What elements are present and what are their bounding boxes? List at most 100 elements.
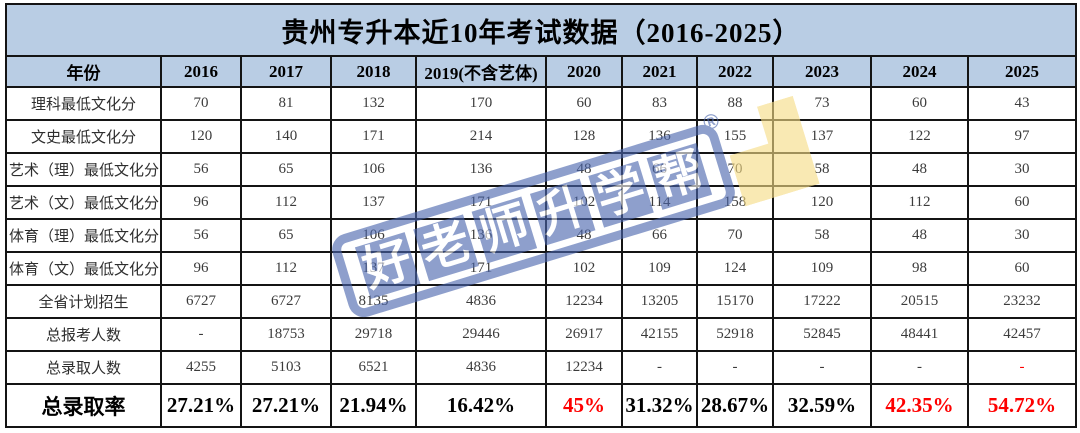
data-cell: 81 xyxy=(240,86,332,121)
row-label: 文史最低文化分 xyxy=(5,119,162,154)
data-cell: 8135 xyxy=(330,284,417,319)
data-cell: 42457 xyxy=(966,317,1078,352)
table-row: 艺术（文）最低文化分 96 112 137 171 102 114 158 120 112 60 xyxy=(5,185,1078,220)
data-cell: 48 xyxy=(545,218,623,253)
data-cell: 88 xyxy=(696,86,774,121)
data-cell: 140 xyxy=(240,119,332,154)
year-header: 2017 xyxy=(240,55,332,88)
data-cell: 31.32% xyxy=(621,383,698,428)
table-title: 贵州专升本近10年考试数据（2016-2025） xyxy=(4,3,1078,57)
data-cell: 112 xyxy=(240,251,332,286)
data-cell: 32.59% xyxy=(772,383,872,428)
data-cell: 42.35% xyxy=(870,383,969,428)
data-cell: - xyxy=(870,350,969,385)
data-cell: 43 xyxy=(966,86,1078,121)
data-cell: 155 xyxy=(696,119,774,154)
table-body: 理科最低文化分 70 81 132 170 60 83 88 73 60 43 文史最低文化分 120 1… xyxy=(5,86,1078,428)
table-row: 总录取率 27.21% 27.21% 21.94% 16.42% 45% 31.32% 28.… xyxy=(5,383,1078,428)
data-cell: 58 xyxy=(772,218,872,253)
year-header: 2024 xyxy=(870,55,969,88)
row-label: 总报考人数 xyxy=(5,317,162,352)
data-cell: 30 xyxy=(966,152,1078,187)
data-cell: 29446 xyxy=(415,317,547,352)
data-cell: 17222 xyxy=(772,284,872,319)
data-cell: 124 xyxy=(696,251,774,286)
table-row: 总录取人数 4255 5103 6521 4836 12234- - - - - xyxy=(5,350,1078,385)
data-cell: 136 xyxy=(621,119,698,154)
data-cell: 66 xyxy=(621,152,698,187)
year-column-label: 年份 xyxy=(5,55,162,88)
table-row: 总报考人数 -18753 29718 29446 26917 42155 52918 5284… xyxy=(5,317,1078,352)
data-cell: 158 xyxy=(696,185,774,220)
data-cell: 48 xyxy=(870,152,969,187)
data-cell: 112 xyxy=(240,185,332,220)
data-cell: 70 xyxy=(160,86,242,121)
data-cell: 27.21% xyxy=(160,383,242,428)
data-cell: 137 xyxy=(330,251,417,286)
data-cell: 6521 xyxy=(330,350,417,385)
data-cell: 120 xyxy=(160,119,242,154)
year-header: 2018 xyxy=(330,55,417,88)
data-cell: 45% xyxy=(545,383,623,428)
data-cell: 128 xyxy=(545,119,623,154)
data-cell: 54.72% xyxy=(966,383,1078,428)
row-label: 全省计划招生 xyxy=(5,284,162,319)
data-cell: 15170 xyxy=(696,284,774,319)
data-cell: 52918 xyxy=(696,317,774,352)
data-cell: 106 xyxy=(330,152,417,187)
table-row: 体育（理）最低文化分 56 65 106 136 48 66 70 58 48 30 xyxy=(5,218,1078,253)
data-cell: 4255 xyxy=(160,350,242,385)
data-cell: 171 xyxy=(330,119,417,154)
data-cell: 52845 xyxy=(772,317,872,352)
row-label: 艺术（理）最低文化分 xyxy=(5,152,162,187)
row-label: 总录取人数 xyxy=(5,350,162,385)
data-cell: 4836 xyxy=(415,284,547,319)
data-cell: 114 xyxy=(621,185,698,220)
year-header: 2019(不含艺体) xyxy=(415,55,547,88)
data-cell: 28.67% xyxy=(696,383,774,428)
data-cell: 12234 xyxy=(545,350,623,385)
table-row: 体育（文）最低文化分 96 112 137 171 102 109 124 109 98 60 xyxy=(5,251,1078,286)
data-cell: 109 xyxy=(621,251,698,286)
data-cell: 70 xyxy=(696,152,774,187)
table-row: 文史最低文化分 120 140 171 214 128 136 155 137 122 97 xyxy=(5,119,1078,154)
data-cell: 171 xyxy=(415,251,547,286)
data-cell: 58 xyxy=(772,152,872,187)
data-cell: 56 xyxy=(160,152,242,187)
table-row: 理科最低文化分 70 81 132 170 60 83 88 73 60 43 xyxy=(5,86,1078,121)
data-cell: 73 xyxy=(772,86,872,121)
data-cell: 4836 xyxy=(415,350,547,385)
data-cell: 136 xyxy=(415,218,547,253)
data-cell: 109 xyxy=(772,251,872,286)
data-cell: 18753 xyxy=(240,317,332,352)
data-cell: 29718 xyxy=(330,317,417,352)
data-cell: 98 xyxy=(870,251,969,286)
data-cell: 97 xyxy=(966,119,1078,154)
data-cell: 42155 xyxy=(621,317,698,352)
data-cell: 70 xyxy=(696,218,774,253)
exam-data-table: 贵州专升本近10年考试数据（2016-2025） 年份 2016 2017 2018 2… xyxy=(4,3,1078,428)
year-header-row: 年份 2016 2017 2018 2019(不含艺体) 2020 2021 2022 2023… xyxy=(5,55,1078,88)
data-cell: - xyxy=(160,317,242,352)
data-cell: 23232 xyxy=(966,284,1078,319)
data-cell: 170 xyxy=(415,86,547,121)
data-cell: 26917 xyxy=(545,317,623,352)
data-cell: 137 xyxy=(330,185,417,220)
data-cell: 171 xyxy=(415,185,547,220)
data-cell: 96 xyxy=(160,251,242,286)
year-header: 2016 xyxy=(160,55,242,88)
data-cell: 60 xyxy=(545,86,623,121)
data-cell: 5103 xyxy=(240,350,332,385)
data-cell: 48441 xyxy=(870,317,969,352)
year-header: 2025 xyxy=(966,55,1078,88)
data-cell: - xyxy=(621,350,698,385)
data-cell: 60 xyxy=(870,86,969,121)
row-label: 总录取率 xyxy=(5,383,162,428)
title-row: 贵州专升本近10年考试数据（2016-2025） xyxy=(4,3,1078,57)
table-row: 艺术（理）最低文化分 56 65 106 136 48 66 70 58 48 30 xyxy=(5,152,1078,187)
year-header: 2023 xyxy=(772,55,872,88)
row-label: 体育（文）最低文化分 xyxy=(5,251,162,286)
data-cell: 136 xyxy=(415,152,547,187)
data-cell: 48 xyxy=(870,218,969,253)
